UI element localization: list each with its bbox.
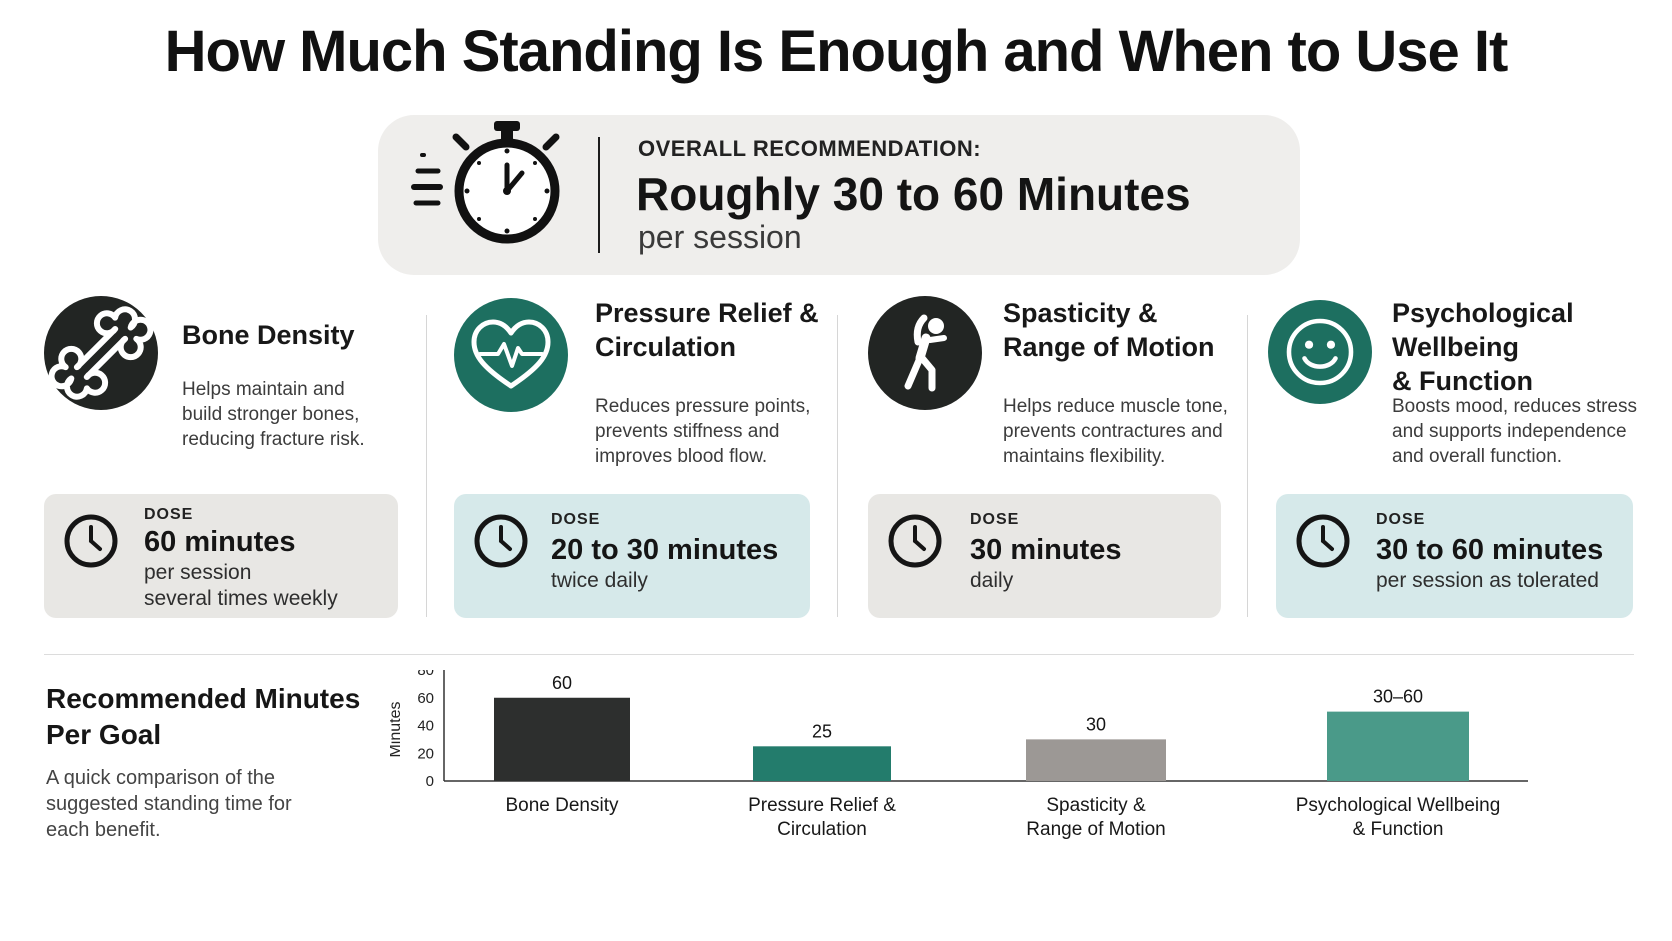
dose-label: DOSE — [970, 511, 1020, 528]
benefit-description: Helps reduce muscle tone, prevents contr… — [1003, 396, 1228, 467]
recommendation-divider — [598, 137, 600, 253]
bar — [1026, 739, 1166, 781]
section-divider — [44, 654, 1634, 655]
column-divider — [426, 315, 427, 617]
dose-card: DOSE 30 minutes daily — [868, 494, 1221, 618]
dose-label: DOSE — [1376, 511, 1426, 528]
data-label: 60 — [552, 673, 572, 693]
clock-icon — [474, 514, 528, 568]
y-tick-label: 0 — [426, 773, 434, 790]
benefit-description: Boosts mood, reduces stress and supports… — [1392, 396, 1637, 467]
column-divider — [837, 315, 838, 617]
x-tick-label: Spasticity & — [1046, 795, 1146, 816]
x-tick-label: Bone Density — [505, 795, 619, 816]
stretching-person-icon — [868, 296, 982, 410]
smiley-icon — [1268, 300, 1372, 404]
heart-pulse-icon — [454, 298, 568, 412]
benefit-description: Reduces pressure points, prevents stiffn… — [595, 396, 811, 467]
benefit-description: Helps maintain and build stronger bones,… — [182, 379, 365, 450]
column-divider — [1247, 315, 1248, 617]
dose-detail: per session as tolerated — [1376, 569, 1599, 592]
bone-icon — [44, 296, 158, 410]
benefit-title: Bone Density — [182, 320, 355, 350]
chart-section-description: A quick comparison of the suggested stan… — [46, 767, 292, 841]
dose-card: DOSE 60 minutes per session several time… — [44, 494, 398, 618]
data-label: 30 — [1086, 714, 1106, 734]
bar — [494, 697, 630, 781]
benefit-psychological-wellbeing: Psychological Wellbeing & Function Boost… — [1268, 292, 1668, 622]
dose-value: 30 minutes — [970, 534, 1122, 566]
dose-value: 60 minutes — [144, 526, 296, 558]
bar — [753, 746, 891, 781]
stopwatch-icon — [411, 121, 560, 244]
overall-recommendation-card: OVERALL RECOMMENDATION: Roughly 30 to 60… — [378, 115, 1300, 275]
dose-card: DOSE 20 to 30 minutes twice daily — [454, 494, 810, 618]
benefit-title: Pressure Relief & Circulation — [595, 298, 819, 362]
x-tick-label: Range of Motion — [1026, 819, 1165, 840]
data-label: 25 — [812, 721, 832, 741]
recommendation-sub: per session — [638, 219, 802, 255]
dose-label: DOSE — [144, 506, 194, 523]
bar — [1327, 711, 1469, 781]
benefit-bone-density: Bone Density Helps maintain and build st… — [44, 292, 404, 622]
y-tick-label: 40 — [417, 718, 434, 735]
dose-label: DOSE — [551, 511, 601, 528]
benefit-pressure-relief: Pressure Relief & Circulation Reduces pr… — [454, 292, 824, 622]
dose-value: 30 to 60 minutes — [1376, 534, 1604, 566]
y-tick-label: 20 — [417, 745, 434, 762]
dose-detail: twice daily — [551, 569, 648, 592]
data-label: 30–60 — [1373, 687, 1423, 707]
dose-value: 20 to 30 minutes — [551, 534, 779, 566]
minutes-bar-chart: 0 20 40 60 80 Minutes 60 Bone Density 25 Pressure… — [387, 662, 1650, 941]
clock-icon — [888, 514, 942, 568]
x-tick-label: Pressure Relief & — [748, 795, 896, 816]
x-tick-label: Circulation — [777, 819, 867, 840]
benefit-title: Spasticity & Range of Motion — [1003, 298, 1215, 362]
benefit-title: Psychological Wellbeing & Function — [1392, 298, 1574, 396]
y-tick-label: 60 — [417, 690, 434, 707]
y-tick-label: 80 — [417, 670, 434, 679]
page-title: How Much Standing Is Enough and When to … — [164, 19, 1509, 84]
benefit-spasticity: Spasticity & Range of Motion Helps reduc… — [868, 292, 1238, 622]
clock-icon — [1296, 514, 1350, 568]
dose-detail: daily — [970, 569, 1014, 592]
y-axis-label: Minutes — [390, 701, 404, 757]
clock-icon — [64, 514, 118, 568]
x-tick-label: & Function — [1353, 819, 1444, 840]
chart-section-title: Recommended Minutes Per Goal — [46, 683, 361, 750]
dose-card: DOSE 30 to 60 minutes per session as tol… — [1276, 494, 1633, 618]
recommendation-value: Roughly 30 to 60 Minutes — [636, 168, 1191, 220]
x-tick-label: Psychological Wellbeing — [1296, 795, 1501, 816]
dose-detail: per session several times weekly — [144, 561, 338, 610]
recommendation-label: OVERALL RECOMMENDATION: — [638, 136, 982, 161]
bar-chart-svg: 0 20 40 60 80 Minutes 60 Bone Density 25 Pressure… — [387, 662, 1528, 840]
